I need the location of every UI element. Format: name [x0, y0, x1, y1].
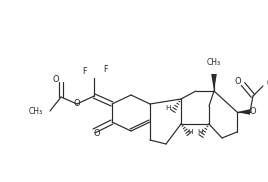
Text: H: H	[197, 129, 203, 135]
Text: O: O	[53, 76, 59, 84]
Text: O: O	[235, 76, 241, 86]
Text: CH₃: CH₃	[29, 106, 43, 116]
Polygon shape	[237, 109, 250, 115]
Text: O: O	[94, 130, 100, 139]
Text: O: O	[74, 100, 80, 108]
Text: CH₃: CH₃	[267, 80, 268, 88]
Text: O: O	[250, 108, 257, 116]
Polygon shape	[211, 74, 217, 91]
Text: F: F	[83, 66, 87, 76]
Text: H: H	[187, 129, 193, 135]
Text: F: F	[103, 64, 107, 74]
Text: CH₃: CH₃	[207, 58, 221, 67]
Text: H: H	[165, 105, 171, 111]
